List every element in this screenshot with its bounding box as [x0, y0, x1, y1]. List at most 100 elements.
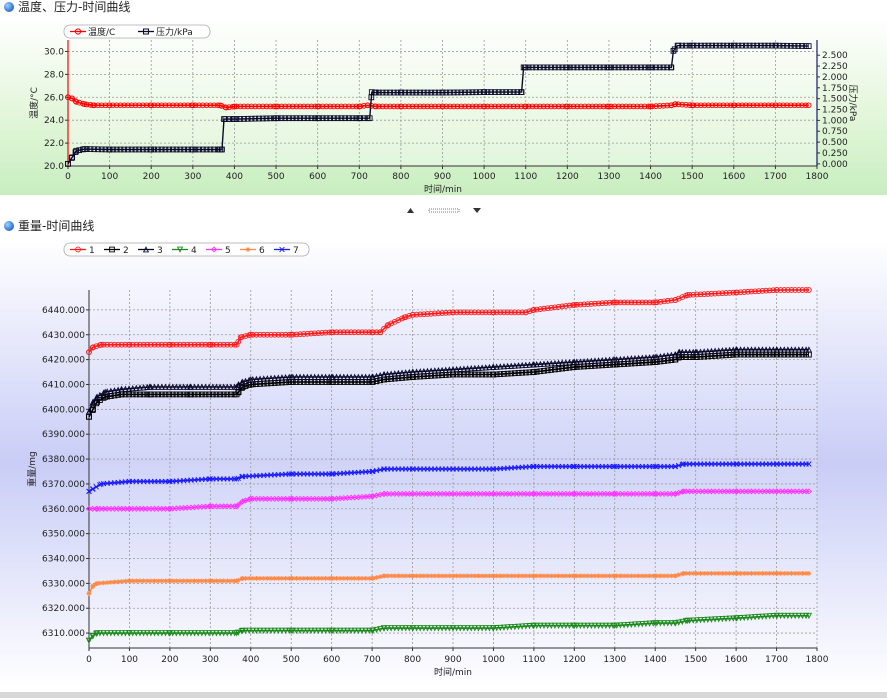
bottom-data-point [235, 475, 241, 481]
bottom-data-point [676, 572, 682, 578]
bottom-data-point [206, 391, 212, 398]
bottom-data-point [107, 630, 114, 637]
bottom-data-point [129, 341, 136, 348]
bottom-data-point [297, 331, 303, 338]
bottom-data-point [288, 575, 294, 581]
bottom-data-point [766, 613, 773, 620]
bottom-data-point [531, 573, 537, 579]
bottom-data-point [202, 391, 209, 398]
bottom-data-point [282, 627, 289, 635]
bottom-data-point [692, 348, 699, 356]
bottom-data-point [752, 571, 758, 576]
bottom-data-point [102, 388, 109, 395]
bottom-data-point [191, 383, 198, 390]
top-y2-tick-label: 1.000 [822, 116, 848, 126]
bottom-data-point [137, 578, 143, 584]
top-data-point [600, 64, 607, 71]
bottom-data-point [482, 625, 489, 632]
top-data-point [805, 43, 812, 49]
bottom-data-point [140, 630, 147, 637]
top-data-point [772, 42, 779, 49]
bottom-data-point [100, 630, 107, 637]
bottom-data-point [559, 573, 565, 579]
top-data-point [537, 103, 543, 110]
bottom-data-point [701, 616, 708, 624]
bottom-data-point [348, 575, 354, 581]
bottom-data-point [170, 578, 176, 584]
bottom-data-point [192, 578, 197, 584]
bottom-data-point [188, 578, 194, 584]
bottom-data-point [762, 613, 770, 620]
bottom-data-point [515, 370, 522, 376]
top-data-point [394, 89, 401, 96]
bottom-data-point [657, 353, 664, 360]
top-data-point [630, 103, 637, 110]
bottom-data-point [233, 503, 240, 510]
bottom-data-point [643, 299, 649, 306]
top-data-point [181, 102, 187, 109]
top-data-point [746, 42, 753, 49]
bottom-data-point [744, 346, 751, 353]
top-data-point [533, 103, 539, 110]
bottom-data-point [158, 630, 165, 637]
bottom-data-point [611, 490, 618, 497]
bottom-data-point [180, 341, 187, 348]
bottom-data-point [260, 375, 267, 382]
bottom-data-point [657, 620, 664, 627]
top-data-point [477, 89, 483, 96]
bottom-data-point [322, 329, 329, 336]
bottom-data-point [522, 623, 529, 630]
bottom-x-tick-label: 1500 [684, 655, 707, 665]
bottom-data-point [592, 573, 598, 579]
top-data-point [660, 64, 667, 71]
top-data-point [73, 147, 80, 154]
bottom-data-point [144, 341, 151, 348]
bottom-data-point [580, 622, 588, 630]
bottom-data-point [490, 309, 497, 316]
bottom-data-point [328, 373, 335, 380]
bottom-data-point [650, 299, 657, 306]
bottom-data-point [300, 627, 307, 635]
bottom-data-point [468, 371, 475, 378]
bottom-data-point [584, 357, 591, 365]
bottom-data-point [235, 577, 241, 583]
top-data-point [211, 102, 217, 109]
bottom-data-point [571, 358, 578, 365]
bottom-data-point [639, 299, 646, 306]
bottom-data-point [530, 361, 538, 368]
splitter-grip-icon[interactable] [428, 208, 460, 213]
bottom-data-point [369, 468, 375, 475]
top-data-point [739, 42, 745, 49]
bottom-data-point [94, 505, 101, 512]
bottom-data-point [129, 630, 136, 637]
bottom-data-point [493, 625, 500, 632]
bottom-data-point [760, 571, 765, 576]
top-data-point [413, 103, 420, 110]
top-panel-title: 温度、压力-时间曲线 [18, 0, 130, 14]
bottom-data-point [414, 573, 419, 579]
bottom-data-point [774, 571, 779, 576]
bottom-data-point [805, 612, 813, 620]
bottom-data-point [242, 377, 249, 384]
top-data-point [65, 160, 71, 167]
bottom-data-point [191, 341, 198, 348]
bottom-data-point [421, 311, 427, 318]
bottom-data-point [745, 571, 751, 576]
panel-splitter[interactable] [407, 208, 481, 213]
bottom-data-point [628, 573, 634, 579]
bottom-data-point [726, 346, 733, 353]
bottom-data-point [272, 575, 278, 581]
bottom-data-point [705, 571, 711, 576]
splitter-down-arrow-icon[interactable] [473, 208, 481, 213]
bottom-data-point [227, 630, 235, 637]
bottom-data-point [468, 309, 475, 316]
bottom-data-point [679, 294, 686, 300]
bottom-data-point [450, 573, 456, 579]
bottom-data-point [328, 495, 335, 502]
splitter-up-arrow-icon[interactable] [407, 208, 414, 213]
bottom-data-point [679, 618, 686, 626]
top-data-point [244, 115, 251, 122]
bottom-data-point [305, 575, 310, 581]
bottom-data-point [421, 573, 427, 579]
bottom-data-point [144, 578, 150, 584]
